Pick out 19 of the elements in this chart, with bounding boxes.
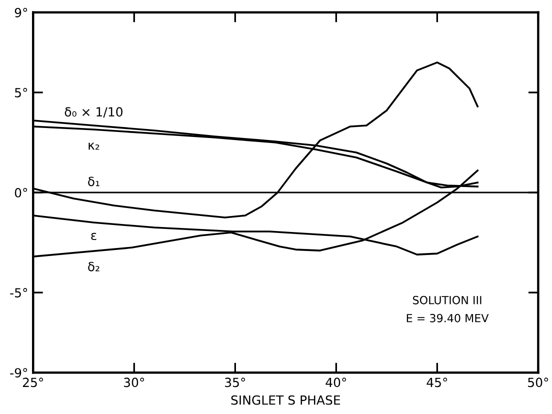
series-label: δ₂ <box>88 262 100 272</box>
y-tick-label: 9° <box>14 8 28 18</box>
annotation: E = 39.40 MEV <box>406 314 489 322</box>
x-tick-label: 35° <box>225 378 246 388</box>
series-label: ε <box>91 232 96 240</box>
y-tick-label: 0° <box>14 188 28 198</box>
y-tick-label: -9° <box>10 368 28 378</box>
x-axis-title: SINGLET S PHASE <box>231 395 340 405</box>
x-tick-label: 45° <box>426 378 448 388</box>
annotation: SOLUTION III <box>412 296 482 304</box>
x-tick-label: 50° <box>528 378 548 388</box>
y-tick-label: -5° <box>10 288 28 298</box>
x-tick-label: 25° <box>22 378 44 388</box>
series-label: δ₀ × 1/10 <box>64 107 122 118</box>
y-tick-label: 5° <box>15 88 28 98</box>
series-label: δ₁ <box>88 176 100 186</box>
x-tick-label: 30° <box>124 378 144 388</box>
series-label: κ₂ <box>88 142 100 150</box>
x-tick-label: 40° <box>326 378 346 388</box>
